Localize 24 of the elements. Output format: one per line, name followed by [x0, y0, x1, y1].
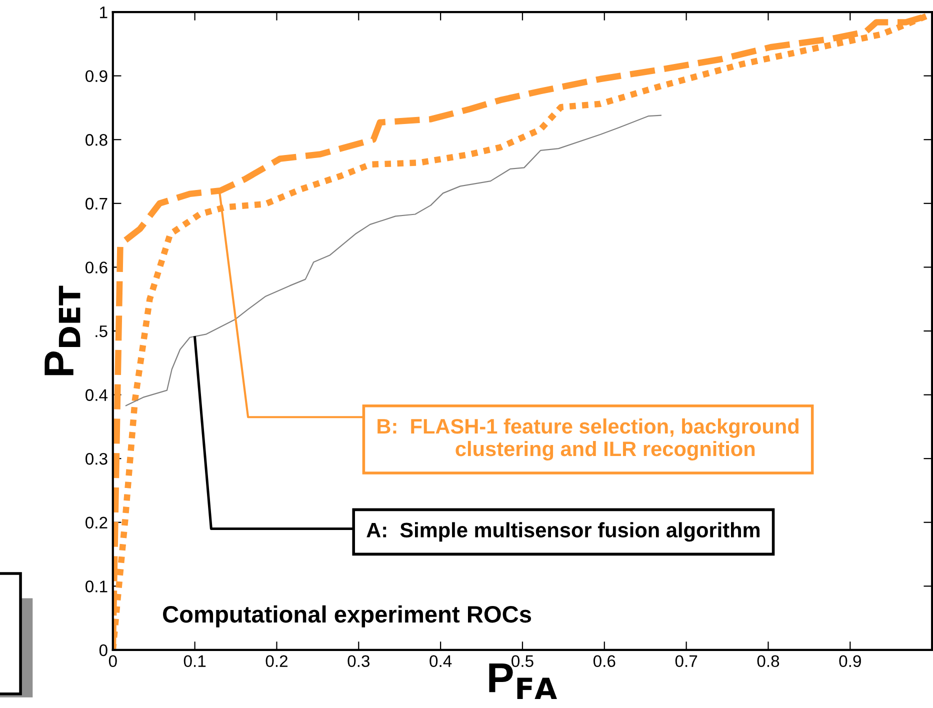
y-tick-label: 0.2	[86, 516, 108, 529]
x-tick-label: 0.8	[757, 655, 780, 668]
annotation: A: Simple multisensor fusion algorithm	[366, 522, 760, 542]
x-tick-label: 0.9	[839, 655, 861, 668]
y-tick-label: 0	[99, 644, 108, 656]
x-tick-label: 0.7	[675, 655, 698, 668]
y-tick-label: 0.7	[86, 198, 108, 210]
x-tick-label: 0.6	[593, 655, 616, 668]
y-tick-label: 0.4	[86, 389, 108, 401]
text: Computational experiment ROCs	[163, 605, 532, 628]
y-axis-title: P$_{DET}$	[44, 286, 80, 376]
y-tick-label: .5	[96, 326, 108, 338]
annotation: B: FLASH-1 feature selection, background clustering and ILR recognition	[378, 418, 798, 460]
y-tick-label: 0.6	[86, 262, 108, 274]
y-tick-label: 0.8	[86, 134, 108, 146]
x-tick-label: 0.2	[266, 655, 288, 668]
x-tick-label: 0.3	[348, 655, 370, 668]
x-tick-label: 0.4	[430, 655, 452, 668]
y-tick-label: 0.9	[86, 70, 108, 82]
y-tick-label: 0.3	[86, 452, 108, 465]
x-tick-label: 0.1	[184, 655, 206, 668]
x-tick-label: 0	[108, 655, 117, 668]
y-tick-label: 1	[100, 6, 108, 18]
y-tick-label: 0.1	[86, 580, 108, 592]
